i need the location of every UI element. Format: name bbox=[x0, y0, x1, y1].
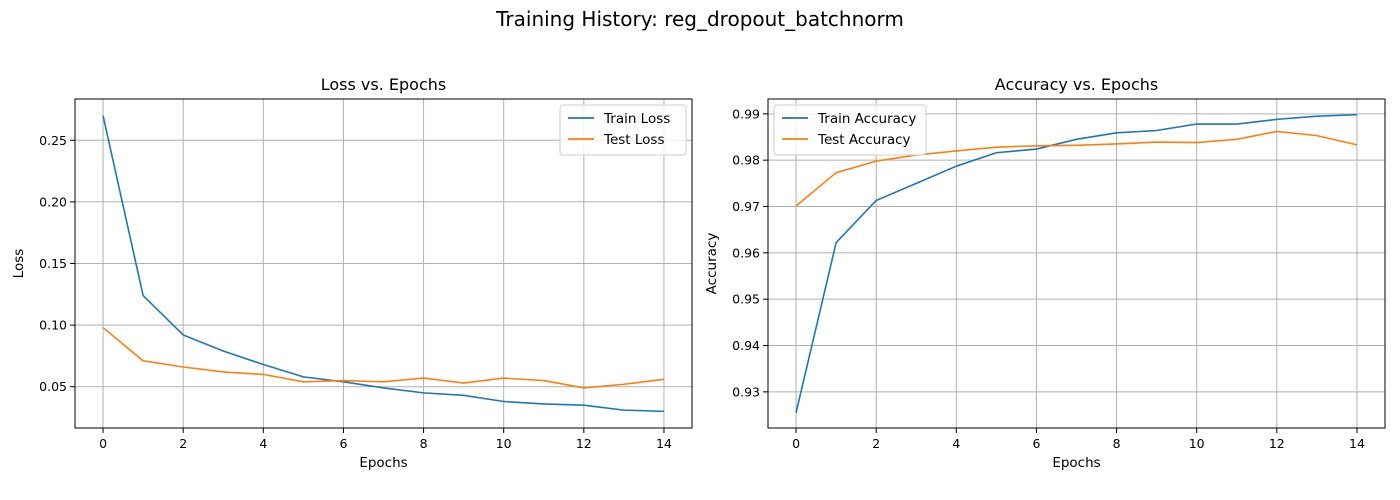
y-tick-label: 0.15 bbox=[39, 256, 67, 271]
x-tick-label: 8 bbox=[420, 436, 428, 451]
chart-accuracy-vs-epochs: 0 2 4 6 8 10 12 14 0.93 0.94 0.95 0.96 0.97 0.98 0.99 A… bbox=[704, 75, 1386, 471]
x-tick-label: 0 bbox=[99, 436, 107, 451]
legend-label: Test Loss bbox=[603, 132, 665, 148]
x-axis-label: Epochs bbox=[1052, 455, 1100, 471]
x-tick-label: 2 bbox=[179, 436, 187, 451]
legend-box bbox=[773, 104, 927, 156]
chart-loss-vs-epochs: 0 2 4 6 8 10 12 14 0.05 0.10 0.15 0.20 0.25 Loss vs. … bbox=[11, 75, 693, 471]
x-tick-label: 12 bbox=[1269, 436, 1285, 451]
x-tick-label: 6 bbox=[1032, 436, 1040, 451]
y-axis-label: Accuracy bbox=[704, 233, 720, 295]
y-tick-label: 0.97 bbox=[732, 199, 760, 214]
chart-title: Accuracy vs. Epochs bbox=[995, 75, 1158, 94]
y-tick-label: 0.98 bbox=[732, 153, 760, 168]
y-tick-label: 0.93 bbox=[732, 384, 760, 399]
x-tick-label: 6 bbox=[339, 436, 347, 451]
x-tick-label: 4 bbox=[952, 436, 960, 451]
x-tick-label: 12 bbox=[576, 436, 592, 451]
x-tick-label: 8 bbox=[1113, 436, 1121, 451]
y-axis-label: Loss bbox=[11, 249, 27, 279]
x-axis-label: Epochs bbox=[359, 455, 407, 471]
x-tick-label: 10 bbox=[496, 436, 512, 451]
figure-title: Training History: reg_dropout_batchnorm bbox=[495, 7, 904, 31]
legend-label: Train Accuracy bbox=[817, 111, 916, 127]
y-tick-label: 0.94 bbox=[732, 338, 760, 353]
x-tick-label: 4 bbox=[259, 436, 267, 451]
y-tick-label: 0.99 bbox=[732, 106, 760, 121]
series-line-train-loss bbox=[102, 115, 664, 413]
legend-label: Test Accuracy bbox=[817, 132, 911, 148]
y-tick-label: 0.10 bbox=[39, 318, 67, 333]
series-line-train-accuracy bbox=[795, 113, 1357, 413]
series-line-test-accuracy bbox=[795, 130, 1358, 207]
x-tick-label: 14 bbox=[656, 436, 672, 451]
y-tick-label: 0.05 bbox=[39, 379, 67, 394]
y-tick-label: 0.96 bbox=[732, 245, 760, 260]
axes-frame bbox=[767, 98, 1386, 429]
x-tick-label: 14 bbox=[1349, 436, 1365, 451]
x-tick-label: 0 bbox=[792, 436, 800, 451]
y-tick-label: 0.95 bbox=[732, 292, 760, 307]
legend-label: Train Loss bbox=[603, 111, 670, 127]
legend: Train Loss Test Loss bbox=[559, 104, 687, 156]
chart-title: Loss vs. Epochs bbox=[321, 75, 446, 94]
legend: Train Accuracy Test Accuracy bbox=[773, 104, 927, 156]
x-tick-label: 10 bbox=[1189, 436, 1205, 451]
x-tick-label: 2 bbox=[872, 436, 880, 451]
y-tick-label: 0.20 bbox=[39, 194, 67, 209]
series-line-test-loss bbox=[102, 326, 665, 389]
charts-group: 0 2 4 6 8 10 12 14 0.05 0.10 0.15 0.20 0.25 Loss vs. … bbox=[11, 75, 1386, 471]
y-tick-label: 0.25 bbox=[39, 133, 67, 148]
